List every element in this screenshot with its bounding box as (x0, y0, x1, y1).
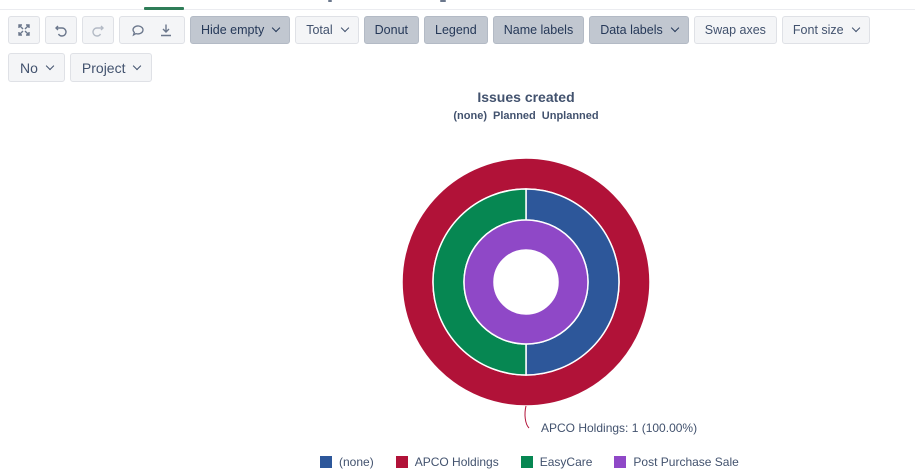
active-tab-indicator (144, 7, 184, 10)
legend-item-easycare[interactable]: EasyCare (520, 455, 593, 469)
legend-item-label: Post Purchase Sale (633, 455, 739, 469)
chart-toolbar: Hide empty Total Donut Legend Name label… (8, 16, 870, 44)
top-tab-strip (0, 0, 915, 10)
donut-label: Donut (374, 23, 408, 37)
font-size-dropdown[interactable]: Font size (781, 16, 870, 44)
no-dropdown[interactable]: No (8, 53, 65, 82)
chart-legend: (none) APCO Holdings EasyCare Post Purch… (320, 455, 761, 469)
hide-empty-dropdown[interactable]: Hide empty (190, 16, 291, 44)
legend-item-none[interactable]: (none) (320, 455, 374, 469)
donut-toggle[interactable]: Donut (363, 16, 419, 44)
data-labels-dropdown[interactable]: Data labels (589, 16, 689, 44)
data-labels-label: Data labels (600, 23, 663, 37)
legend-item-label: EasyCare (539, 455, 593, 469)
subtitle-ring-label: Unplanned (541, 110, 599, 122)
legend-swatch (320, 456, 332, 468)
legend-swatch (520, 456, 533, 468)
total-label: Total (306, 23, 333, 37)
data-label-connector (524, 405, 530, 429)
data-label-text: APCO Holdings: 1 (100.00%) (541, 421, 698, 435)
no-label: No (20, 59, 38, 76)
filter-row: No Project (8, 53, 153, 82)
expand-icon (18, 24, 30, 36)
donut-slice-post-purchase-sale[interactable] (463, 219, 589, 345)
name-labels-toggle[interactable]: Name labels (492, 16, 585, 44)
redo-button[interactable] (82, 16, 114, 44)
total-dropdown[interactable]: Total (295, 16, 359, 44)
chart-title: Issues created (477, 89, 575, 105)
redo-icon (92, 25, 104, 37)
tab-text-fragment (328, 0, 332, 2)
legend-swatch (614, 456, 627, 468)
undo-icon (55, 25, 67, 37)
name-labels-label: Name labels (503, 23, 574, 37)
undo-button[interactable] (45, 16, 77, 44)
legend-toggle[interactable]: Legend (424, 16, 488, 44)
expand-button[interactable] (8, 16, 40, 44)
chart-subtitle: (none) Planned Unplanned (0, 110, 915, 122)
legend-item-label: APCO Holdings (414, 455, 499, 469)
data-label: APCO Holdings: 1 (100.00%) (541, 421, 697, 435)
swap-axes-button[interactable]: Swap axes (693, 16, 777, 44)
comment-icon[interactable] (131, 23, 145, 37)
subtitle-ring-label: (none) (453, 110, 487, 122)
subtitle-ring-label: Planned (492, 110, 536, 122)
legend-item-label: (none) (339, 455, 374, 469)
legend-label: Legend (435, 23, 477, 37)
comment-download-group (119, 16, 185, 44)
tab-text-fragment (440, 0, 446, 2)
download-icon[interactable] (159, 23, 173, 37)
hide-empty-label: Hide empty (201, 23, 265, 37)
project-label: Project (81, 59, 126, 76)
legend-swatch (395, 456, 408, 468)
legend-item-post-purchase-sale[interactable]: Post Purchase Sale (614, 455, 739, 469)
font-size-label: Font size (792, 23, 844, 37)
swap-axes-label: Swap axes (704, 23, 766, 37)
project-dropdown[interactable]: Project (69, 53, 153, 82)
legend-item-apco-holdings[interactable]: APCO Holdings (395, 455, 499, 469)
